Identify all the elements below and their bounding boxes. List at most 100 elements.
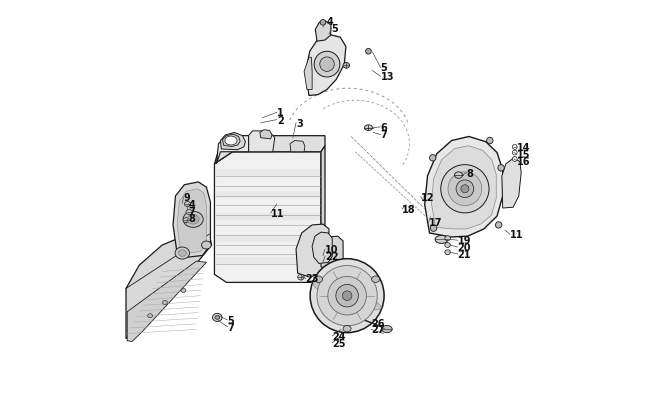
Ellipse shape (430, 155, 436, 162)
Text: 23: 23 (306, 274, 319, 284)
Polygon shape (312, 233, 332, 264)
Text: 16: 16 (517, 156, 530, 166)
Ellipse shape (512, 157, 517, 162)
Ellipse shape (343, 291, 352, 301)
Polygon shape (216, 235, 320, 243)
Text: 10: 10 (325, 245, 339, 254)
Polygon shape (214, 152, 321, 283)
Ellipse shape (328, 277, 367, 315)
Ellipse shape (313, 282, 381, 310)
Ellipse shape (365, 126, 372, 131)
Ellipse shape (320, 58, 334, 72)
Ellipse shape (512, 151, 517, 156)
Ellipse shape (183, 212, 203, 228)
Polygon shape (220, 133, 246, 150)
Text: 22: 22 (325, 252, 339, 261)
Polygon shape (296, 225, 329, 277)
Text: 5: 5 (380, 63, 387, 73)
Polygon shape (126, 233, 212, 339)
Ellipse shape (215, 316, 220, 320)
Text: 24: 24 (332, 331, 346, 341)
Text: 7: 7 (380, 130, 387, 140)
Polygon shape (321, 146, 325, 283)
Polygon shape (424, 137, 502, 237)
Ellipse shape (372, 276, 380, 283)
Text: 18: 18 (402, 205, 416, 214)
Ellipse shape (448, 172, 482, 206)
Ellipse shape (445, 236, 450, 241)
Ellipse shape (175, 247, 190, 259)
Ellipse shape (183, 218, 190, 223)
Polygon shape (260, 130, 272, 140)
Ellipse shape (315, 276, 322, 283)
Ellipse shape (185, 202, 190, 207)
Polygon shape (127, 261, 207, 342)
Ellipse shape (445, 243, 450, 248)
Polygon shape (315, 22, 331, 42)
Text: 5: 5 (332, 24, 338, 34)
Ellipse shape (382, 326, 392, 333)
Ellipse shape (317, 266, 377, 326)
Polygon shape (222, 135, 240, 147)
Ellipse shape (320, 20, 326, 26)
Text: 14: 14 (517, 143, 530, 152)
Text: 4: 4 (188, 200, 195, 209)
Ellipse shape (435, 236, 448, 244)
Ellipse shape (314, 52, 340, 78)
Text: 5: 5 (227, 315, 234, 325)
Ellipse shape (441, 165, 489, 213)
Text: 4: 4 (326, 17, 333, 27)
Ellipse shape (456, 180, 474, 198)
Polygon shape (502, 158, 521, 209)
Text: 2: 2 (277, 115, 283, 125)
Text: 8: 8 (467, 168, 473, 178)
Ellipse shape (336, 285, 358, 307)
Text: 21: 21 (458, 249, 471, 259)
Text: 9: 9 (183, 192, 190, 202)
Polygon shape (290, 141, 305, 152)
Text: 27: 27 (371, 325, 385, 334)
Ellipse shape (213, 314, 222, 322)
Ellipse shape (365, 49, 371, 55)
Polygon shape (216, 169, 320, 176)
Ellipse shape (454, 172, 463, 179)
Polygon shape (177, 189, 207, 253)
Ellipse shape (445, 250, 450, 255)
Ellipse shape (225, 137, 237, 146)
Polygon shape (216, 257, 320, 265)
Ellipse shape (310, 259, 384, 333)
Text: 13: 13 (380, 72, 394, 82)
Polygon shape (432, 146, 496, 229)
Text: 19: 19 (458, 236, 471, 245)
Ellipse shape (148, 314, 153, 318)
Ellipse shape (430, 225, 437, 232)
Ellipse shape (186, 210, 192, 215)
Ellipse shape (512, 145, 517, 150)
Text: 1: 1 (277, 108, 283, 118)
Text: 17: 17 (429, 218, 442, 227)
Ellipse shape (487, 138, 493, 144)
Polygon shape (216, 191, 320, 198)
Ellipse shape (181, 289, 186, 293)
Ellipse shape (498, 165, 504, 172)
Polygon shape (304, 58, 312, 90)
Polygon shape (306, 35, 346, 96)
Ellipse shape (202, 241, 211, 249)
Ellipse shape (178, 250, 187, 257)
Ellipse shape (298, 275, 304, 280)
Text: 11: 11 (510, 230, 523, 239)
Ellipse shape (343, 326, 351, 332)
Text: 26: 26 (371, 318, 385, 328)
Ellipse shape (461, 185, 469, 193)
Ellipse shape (162, 301, 168, 305)
Text: 7: 7 (227, 322, 234, 332)
Polygon shape (216, 136, 248, 164)
Text: 7: 7 (188, 207, 195, 217)
Polygon shape (216, 213, 320, 221)
Ellipse shape (495, 222, 502, 229)
Text: 6: 6 (380, 123, 387, 132)
Ellipse shape (187, 215, 199, 225)
Text: 15: 15 (517, 150, 530, 159)
Polygon shape (246, 132, 275, 152)
Polygon shape (214, 136, 325, 164)
